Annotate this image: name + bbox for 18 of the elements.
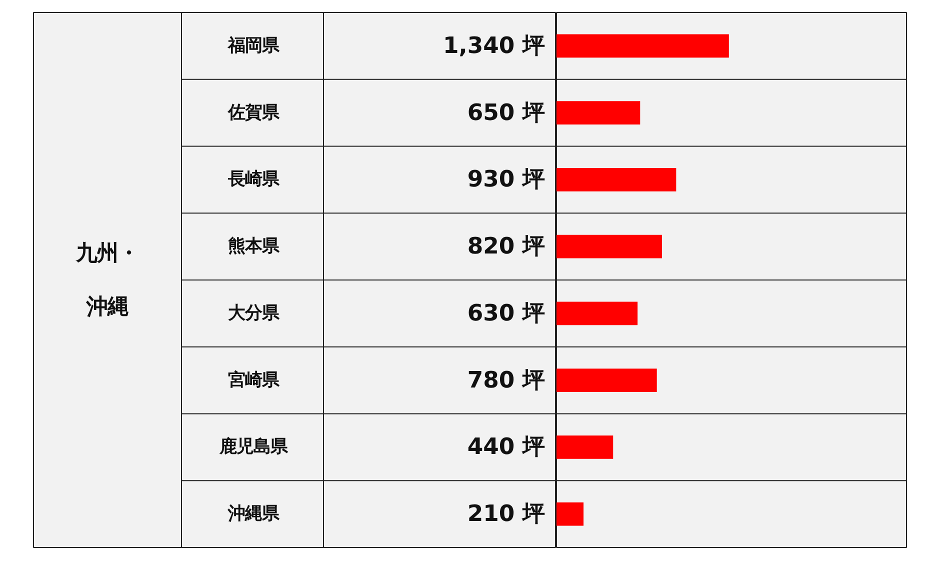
y-tick-label: 福岡県 bbox=[227, 36, 280, 56]
y-tick-label: 熊本県 bbox=[228, 236, 280, 257]
y-tick-label: 佐賀県 bbox=[227, 102, 280, 123]
data-label: 650 坪 bbox=[467, 100, 546, 126]
data-label: 440 坪 bbox=[467, 434, 546, 460]
data-label: 930 坪 bbox=[467, 166, 546, 193]
y-tick-label: 沖縄県 bbox=[227, 504, 280, 524]
y-tick-label: 宮崎県 bbox=[228, 370, 280, 390]
text: 九州・ bbox=[75, 240, 139, 266]
data-label: 820 坪 bbox=[467, 234, 546, 260]
data-label: 630 坪 bbox=[467, 300, 546, 326]
y-tick-label: 鹿児島県 bbox=[218, 437, 288, 458]
data-label: 1,340 坪 bbox=[442, 32, 546, 59]
data-label: 210 坪 bbox=[467, 501, 546, 528]
y-tick-label: 大分県 bbox=[228, 303, 280, 324]
y-tick-label: 長崎県 bbox=[227, 170, 280, 190]
text: 沖縄 bbox=[86, 294, 128, 320]
data-label: 780 坪 bbox=[467, 367, 546, 394]
